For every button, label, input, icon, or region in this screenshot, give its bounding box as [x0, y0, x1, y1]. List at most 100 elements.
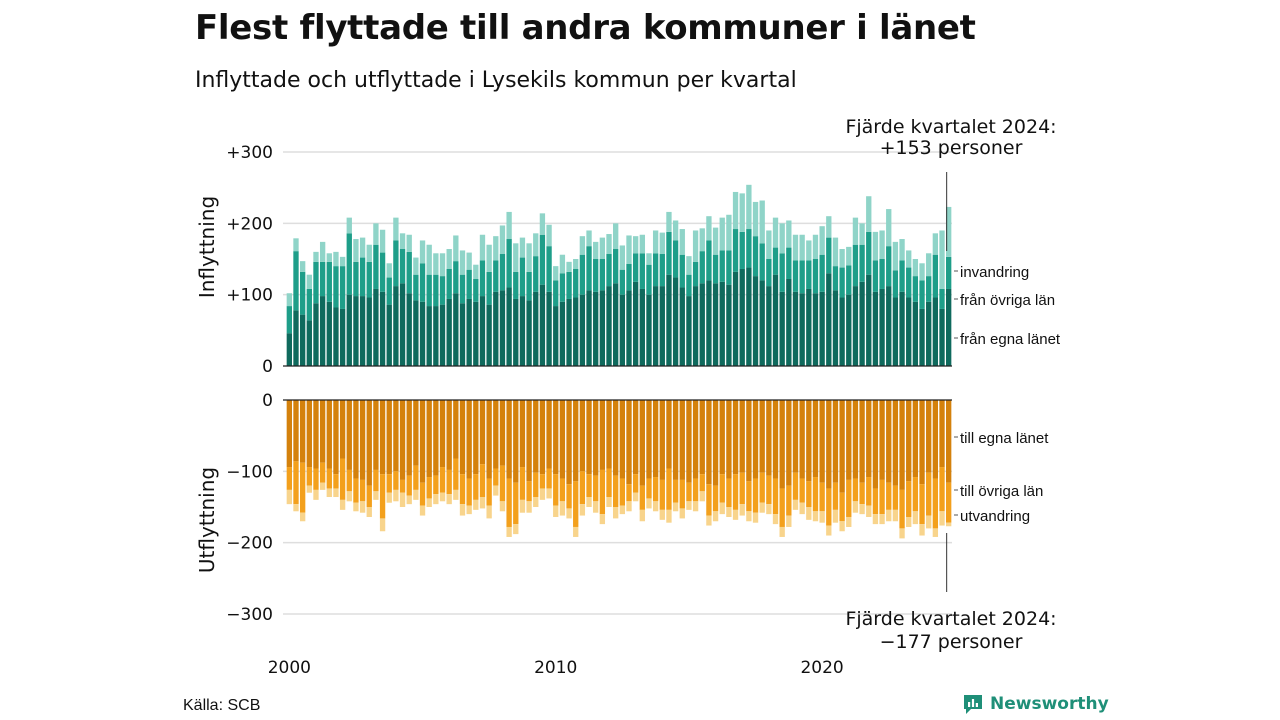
bar-segment — [326, 400, 332, 469]
bar-segment — [652, 230, 659, 254]
bar-segment — [586, 290, 592, 366]
bar-segment — [686, 400, 692, 483]
bar-segment — [939, 511, 945, 526]
bar-segment — [666, 400, 672, 469]
bar-segment — [659, 479, 665, 510]
bar-segment — [479, 400, 486, 465]
bar-segment — [606, 468, 612, 498]
bar-segment — [339, 256, 346, 267]
bar-segment — [539, 488, 546, 500]
inflow-last-value: +153 personer — [880, 137, 1023, 159]
bar-segment — [293, 238, 299, 252]
bar-segment — [506, 287, 512, 366]
bar-segment — [632, 400, 639, 475]
bar-segment — [319, 241, 326, 262]
bar-segment — [479, 464, 486, 498]
bar-segment — [932, 478, 939, 529]
bar-segment — [652, 501, 659, 512]
bar-segment — [379, 229, 386, 253]
bar-segment — [786, 515, 792, 527]
y-tick-label: +200 — [226, 214, 273, 234]
bar-segment — [732, 271, 739, 366]
bar-segment — [832, 266, 839, 291]
bar-segment — [846, 246, 852, 266]
bar-segment — [399, 233, 406, 250]
bar-segment — [406, 234, 412, 252]
bar-segment — [799, 234, 805, 261]
bar-segment — [906, 400, 912, 482]
bar-segment — [293, 504, 299, 512]
bar-segment — [852, 400, 859, 479]
legend-invandring: invandring — [960, 264, 1029, 281]
bar-segment — [286, 467, 292, 490]
bar-segment — [806, 260, 812, 289]
bar-segment — [759, 200, 765, 244]
bar-segment — [619, 400, 625, 479]
bar-segment — [326, 261, 332, 302]
bar-segment — [639, 234, 645, 254]
bar-segment — [566, 508, 572, 519]
bar-segment — [613, 223, 619, 250]
bar-segment — [652, 286, 659, 366]
bar-segment — [652, 253, 659, 287]
bar-segment — [746, 229, 752, 268]
bar-segment — [333, 474, 339, 489]
bar-segment — [686, 256, 692, 275]
bar-segment — [286, 400, 292, 468]
y-tick-label: +100 — [226, 286, 273, 306]
bar-segment — [493, 468, 499, 486]
bar-segment — [559, 273, 566, 302]
bar-segment — [892, 485, 899, 510]
bar-segment — [606, 286, 612, 366]
bar-segment — [786, 220, 792, 248]
bar-segment — [333, 488, 339, 498]
bar-segment — [912, 400, 919, 478]
bar-segment — [946, 288, 952, 366]
bar-segment — [619, 245, 625, 270]
inflow-last-label: Fjärde kvartalet 2024: — [845, 116, 1056, 138]
bar-segment — [546, 400, 552, 469]
bar-segment — [679, 508, 685, 519]
outflow-bars — [286, 400, 952, 539]
y-tick-label: 0 — [262, 391, 273, 411]
bar-segment — [939, 308, 945, 366]
bar-segment — [792, 400, 799, 473]
bar-segment — [559, 501, 566, 516]
chart-canvas: 0 +100 +200 +300 0 −100 −200 −300 2000 2010 2020 I… — [195, 116, 1061, 678]
bar-segment — [852, 286, 859, 366]
bar-segment — [579, 254, 586, 295]
bar-segment — [786, 400, 792, 486]
bar-segment — [672, 400, 679, 480]
bar-segment — [792, 234, 799, 261]
bar-segment — [366, 507, 372, 517]
bar-segment — [326, 253, 332, 262]
bar-segment — [792, 291, 799, 366]
bar-segment — [899, 489, 905, 529]
bar-segment — [526, 243, 532, 272]
bar-segment — [306, 320, 312, 366]
newsworthy-logo[interactable]: Newsworthy — [962, 693, 1109, 715]
bar-segment — [666, 468, 672, 510]
bar-segment — [459, 303, 466, 366]
bar-segment — [906, 297, 912, 366]
bar-segment — [886, 400, 892, 483]
bar-segment — [692, 400, 699, 479]
bar-segment — [712, 254, 719, 284]
bar-segment — [746, 267, 752, 366]
bar-segment — [466, 252, 472, 270]
bar-segment — [712, 511, 719, 522]
bar-segment — [446, 268, 452, 299]
bar-segment — [879, 400, 885, 480]
axes: 0 +100 +200 +300 0 −100 −200 −300 2000 2010 2020 — [226, 143, 958, 678]
bar-segment — [866, 477, 872, 506]
bar-segment — [912, 301, 919, 366]
bar-segment — [906, 481, 912, 517]
chart-subtitle: Inflyttade och utflyttade i Lysekils kom… — [195, 68, 797, 93]
bar-segment — [659, 286, 665, 366]
bar-segment — [399, 492, 406, 507]
bar-segment — [346, 491, 352, 502]
bar-segment — [646, 400, 652, 479]
bar-segment — [919, 280, 925, 309]
outflow-last-label: Fjärde kvartalet 2024: — [845, 608, 1056, 630]
bar-segment — [626, 400, 632, 485]
